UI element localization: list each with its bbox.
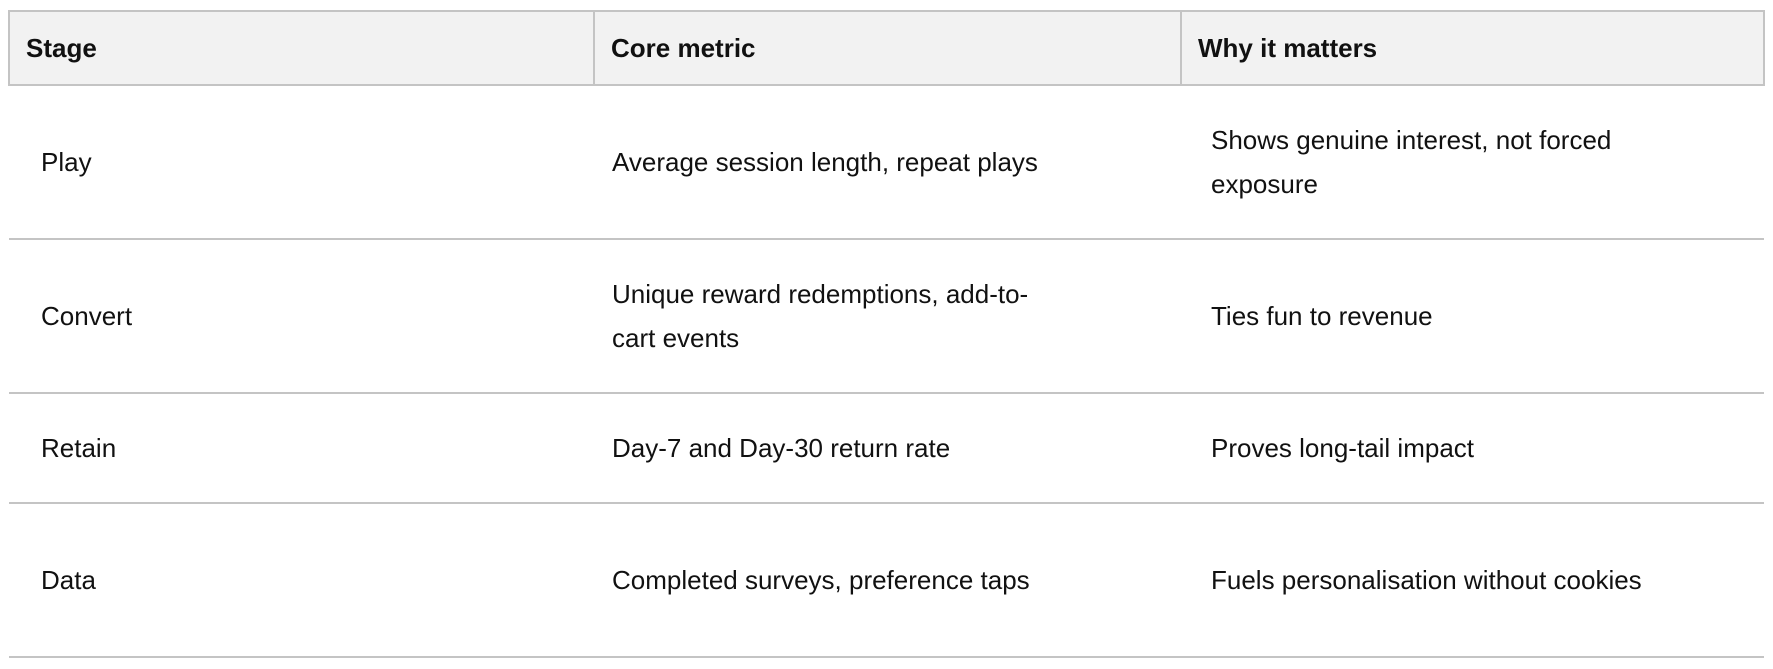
header-why-it-matters: Why it matters [1180,10,1765,86]
cell-why: Ties fun to revenue [1181,239,1764,394]
table-row: Data Completed surveys, preference taps … [9,503,1764,658]
cell-why: Shows genuine interest, not forced expos… [1181,85,1764,240]
cell-core-metric: Average session length, repeat plays [594,85,1181,240]
cell-stage: Convert [9,239,594,394]
header-row: Stage Core metric Why it matters [8,10,1765,86]
table-row: Convert Unique reward redemptions, add-t… [9,239,1764,394]
cell-why: Proves long-tail impact [1181,393,1764,504]
cell-why: Fuels personalisation without cookies [1181,503,1764,658]
cell-core-metric: Completed surveys, preference taps [594,503,1181,658]
cell-stage: Play [9,85,594,240]
cell-core-metric: Unique reward redemptions, add-to-cart e… [594,239,1181,394]
metrics-table: Stage Core metric Why it matters Play Av… [8,10,1765,658]
header-stage: Stage [8,10,595,86]
table-row: Retain Day-7 and Day-30 return rate Prov… [9,393,1764,504]
cell-core-metric: Day-7 and Day-30 return rate [594,393,1181,504]
header-core-metric: Core metric [593,10,1182,86]
table-row: Play Average session length, repeat play… [9,85,1764,240]
cell-stage: Retain [9,393,594,504]
cell-stage: Data [9,503,594,658]
